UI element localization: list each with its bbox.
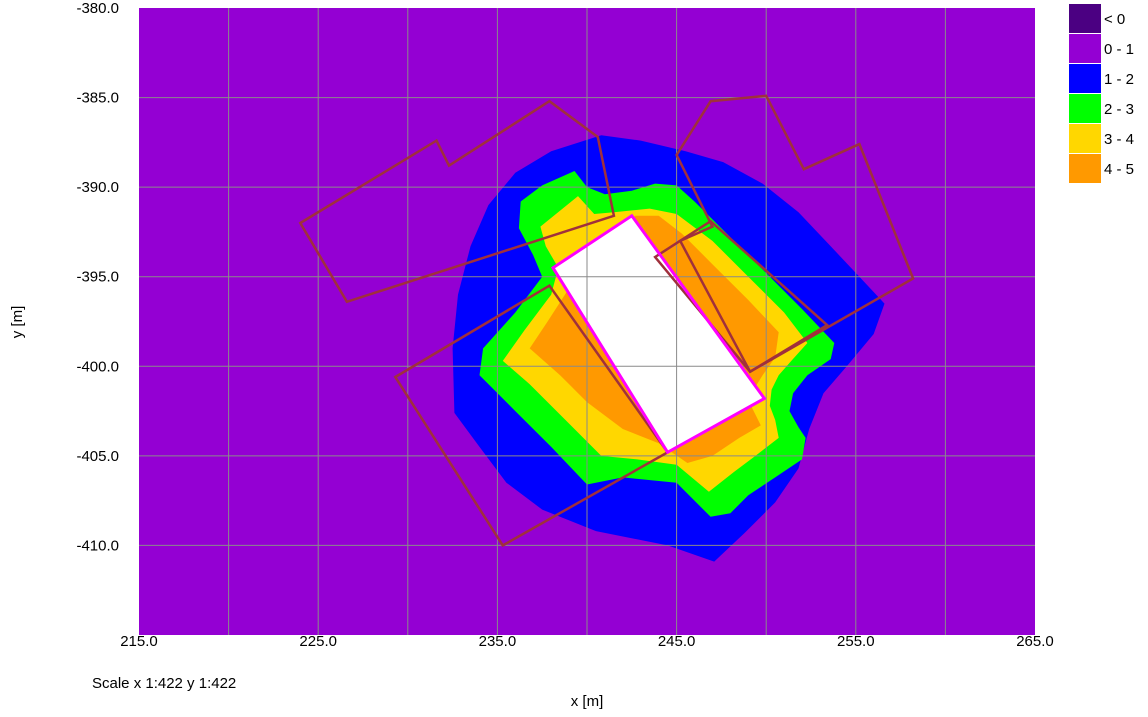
legend-swatch bbox=[1069, 124, 1101, 153]
outline-polygons bbox=[298, 94, 915, 548]
building-footprint-outline bbox=[550, 213, 767, 455]
x-axis-label: x [m] bbox=[571, 693, 604, 710]
legend: < 0 0 - 1 1 - 2 2 - 3 3 - 4 4 - 5 bbox=[1069, 4, 1134, 183]
plot-area bbox=[139, 8, 1035, 635]
legend-swatch bbox=[1069, 154, 1101, 183]
x-tick-label: 265.0 bbox=[1016, 633, 1054, 650]
legend-label: 2 - 3 bbox=[1104, 101, 1134, 118]
legend-label: 1 - 2 bbox=[1104, 71, 1134, 88]
y-tick-label: -385.0 bbox=[76, 90, 119, 107]
legend-label: 0 - 1 bbox=[1104, 41, 1134, 58]
x-tick-label: 225.0 bbox=[299, 633, 337, 650]
y-tick-label: -395.0 bbox=[76, 269, 119, 286]
legend-label: < 0 bbox=[1104, 11, 1125, 28]
scale-note: Scale x 1:422 y 1:422 bbox=[92, 675, 237, 692]
legend-label: 3 - 4 bbox=[1104, 131, 1134, 148]
y-tick-label: -405.0 bbox=[76, 448, 119, 465]
y-tick-label: -400.0 bbox=[76, 358, 119, 375]
y-tick-label: -390.0 bbox=[76, 179, 119, 196]
x-tick-label: 235.0 bbox=[479, 633, 517, 650]
grid-lines bbox=[139, 8, 1035, 635]
legend-swatch bbox=[1069, 64, 1101, 93]
legend-swatch bbox=[1069, 94, 1101, 123]
y-axis-label: y [m] bbox=[9, 306, 26, 339]
outline-polygon-2 bbox=[675, 94, 915, 374]
legend-swatch bbox=[1069, 34, 1101, 63]
legend-label: 4 - 5 bbox=[1104, 161, 1134, 178]
x-tick-label: 245.0 bbox=[658, 633, 696, 650]
y-tick-label: -410.0 bbox=[76, 537, 119, 554]
axis-ticks: 215.0 225.0 235.0 245.0 255.0 265.0 -380.0 -385… bbox=[76, 0, 1053, 650]
legend-swatch bbox=[1069, 4, 1101, 33]
building-footprint-fill bbox=[553, 215, 765, 453]
outline-polygon-1 bbox=[298, 99, 616, 304]
x-tick-label: 255.0 bbox=[837, 633, 875, 650]
x-tick-label: 215.0 bbox=[120, 633, 158, 650]
y-tick-label: -380.0 bbox=[76, 0, 119, 17]
